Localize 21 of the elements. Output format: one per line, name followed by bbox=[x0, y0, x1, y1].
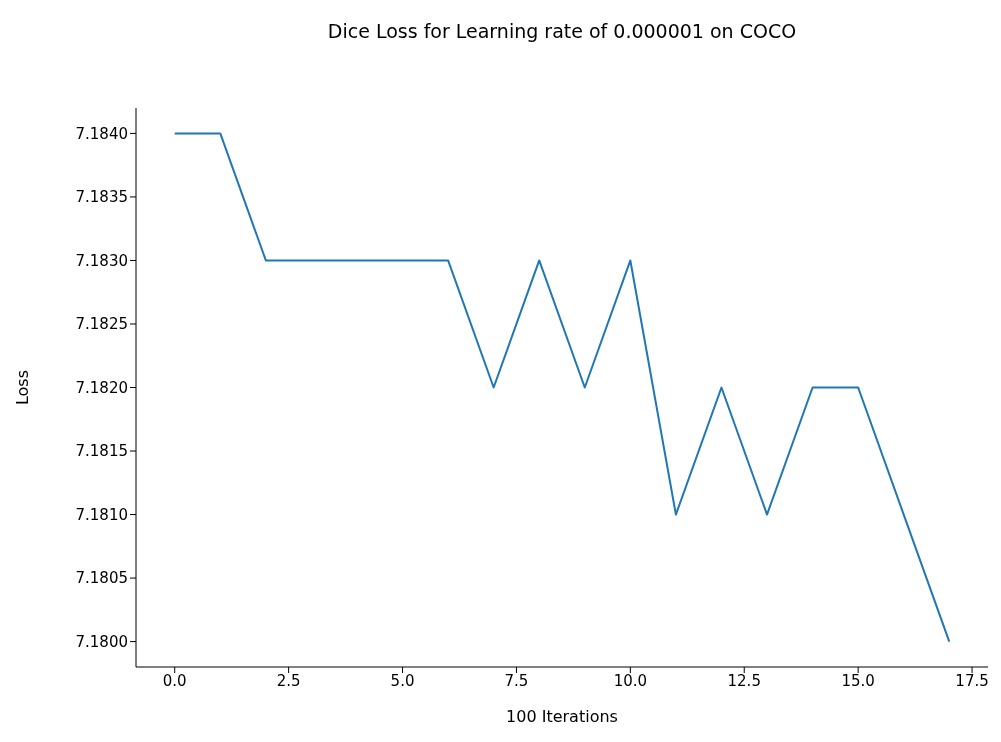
y-tick-label: 7.1815 bbox=[75, 442, 128, 461]
x-tick-label: 15.0 bbox=[841, 671, 875, 690]
y-tick-label: 7.1810 bbox=[75, 505, 128, 524]
chart-title: Dice Loss for Learning rate of 0.000001 on COCO bbox=[326, 20, 798, 42]
y-tick-label: 7.1805 bbox=[75, 569, 128, 588]
y-tick-label: 7.1840 bbox=[75, 124, 128, 143]
x-tick-label: 5.0 bbox=[390, 671, 415, 690]
x-tick-label: 2.5 bbox=[276, 671, 301, 690]
y-tick-label: 7.1835 bbox=[75, 188, 128, 207]
x-axis-title: 100 Iterations bbox=[506, 707, 618, 726]
y-tick-label: 7.1830 bbox=[75, 251, 128, 270]
y-tick-label: 7.1800 bbox=[75, 632, 128, 651]
x-tick-label: 10.0 bbox=[613, 671, 648, 690]
y-tick-label: 7.1820 bbox=[75, 378, 128, 397]
x-tick-label: 17.5 bbox=[955, 671, 989, 690]
x-tick-label: 7.5 bbox=[504, 671, 529, 690]
y-tick-label: 7.1825 bbox=[75, 315, 128, 334]
line-series bbox=[173, 132, 951, 643]
x-tick-label: 0.0 bbox=[162, 671, 187, 690]
x-tick-label: 12.5 bbox=[727, 671, 761, 690]
y-axis-title: Loss bbox=[12, 369, 32, 406]
